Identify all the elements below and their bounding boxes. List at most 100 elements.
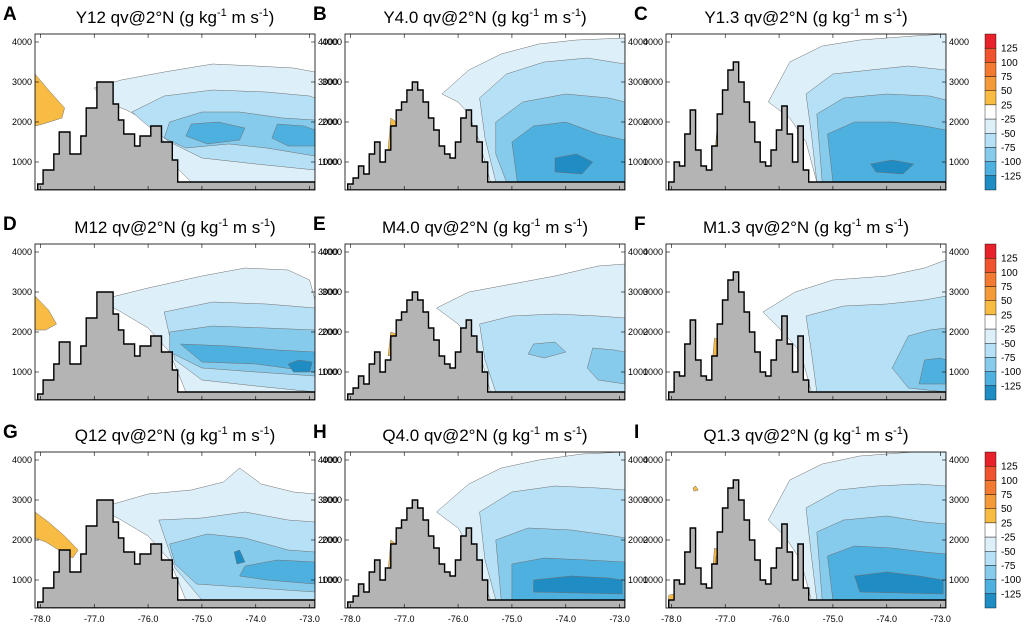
panel-title: M1.3 qv@2°N (g kg-1 m s-1) [703, 217, 909, 237]
colorbar-1: 125 100 75 50 25 -25 -50 -75 -100 -125 [984, 33, 1021, 191]
colorbar-swatch [984, 76, 997, 91]
contour-fill-group [35, 267, 315, 393]
colorbar-tick-label: -50 [1001, 547, 1016, 558]
contour-region-25 [35, 511, 79, 559]
colorbar-swatch [984, 385, 997, 401]
y-tick-label-right: 4000 [318, 455, 338, 465]
y-tick-label: 4000 [12, 455, 32, 465]
contour-region-25 [35, 295, 57, 331]
colorbar-swatch [984, 536, 997, 552]
colorbar-2: 125 100 75 50 25 -25 -50 -75 -100 -125 [984, 243, 1021, 401]
colorbar-swatch [984, 522, 997, 538]
y-tick-label-right: 4000 [318, 37, 338, 47]
y-tick-label: 3000 [643, 287, 663, 297]
y-tick-label: 1000 [322, 157, 342, 167]
colorbar-tick-label: 50 [1001, 504, 1013, 515]
colorbar-swatch [984, 314, 997, 330]
plot-frame [665, 243, 947, 401]
colorbar-tick-label: 125 [1001, 44, 1018, 55]
panel-label: B [313, 4, 327, 25]
panel-label: G [3, 422, 18, 443]
contour-fill-group [711, 259, 946, 393]
contour-fill-group [35, 467, 315, 601]
plot-frame [344, 33, 626, 191]
x-tick-label: -73.0 [930, 614, 951, 624]
y-tick-label-right: 1000 [318, 367, 338, 377]
colorbar-tick-label: 125 [1001, 254, 1018, 265]
terrain-profile [37, 291, 315, 400]
y-tick-label-right: 1000 [628, 575, 648, 585]
contour-region-neg125 [554, 153, 593, 175]
y-tick-label-right: 2000 [318, 535, 338, 545]
y-tick-label: 4000 [643, 247, 663, 257]
colorbar-swatch [984, 508, 997, 524]
y-tick-label-right: 3000 [318, 495, 338, 505]
contour-region-neg125 [533, 575, 623, 595]
colorbar-swatch [984, 286, 997, 301]
plot-frame [665, 451, 947, 609]
panel-label: A [3, 4, 17, 25]
colorbar-swatch [984, 147, 997, 162]
contour-fill-group [668, 452, 946, 601]
y-tick-label: 2000 [12, 117, 32, 127]
y-tick-label: 3000 [643, 77, 663, 87]
y-tick-label: 4000 [322, 37, 342, 47]
panel-title: M12 qv@2°N (g kg-1 m s-1) [74, 217, 275, 237]
plot-frame [344, 243, 626, 401]
y-tick-label-right: 2000 [628, 327, 648, 337]
colorbar-tick-label: 50 [1001, 296, 1013, 307]
y-tick-label-right: 4000 [628, 455, 648, 465]
y-tick-label-right: 1000 [949, 157, 969, 167]
x-tick-label: -77.0 [394, 614, 415, 624]
y-tick-label: 2000 [12, 535, 32, 545]
terrain-profile [37, 499, 315, 608]
colorbar-tick-label: 25 [1001, 310, 1013, 321]
y-tick-label: 2000 [12, 327, 32, 337]
contour-region-25 [668, 593, 675, 601]
y-tick-label-right: 2000 [628, 535, 648, 545]
contour-region-neg125 [233, 549, 246, 565]
y-tick-label: 3000 [322, 495, 342, 505]
colorbar-swatch [984, 343, 997, 358]
terrain-profile [347, 291, 625, 400]
contour-region-neg125 [287, 359, 313, 373]
y-tick-label: 2000 [643, 117, 663, 127]
y-tick-label: 1000 [12, 157, 32, 167]
y-tick-label: 2000 [322, 117, 342, 127]
contour-region-neg100 [239, 559, 315, 585]
panel-a: A Y12 qv@2°N (g kg-1 m s-1) 4000 4000 3000 30… [3, 4, 338, 191]
contour-fill-group [714, 34, 946, 183]
contour-region-neg75 [527, 341, 567, 359]
y-tick-label-right: 3000 [318, 77, 338, 87]
panel-f: F M1.3 qv@2°N (g kg-1 m s-1) 4000 4000 3000 3… [634, 214, 969, 401]
contour-fill-group [387, 37, 625, 183]
contour-region-neg100 [271, 123, 315, 147]
x-tick-label: -73.0 [299, 614, 320, 624]
colorbar-swatch [984, 243, 997, 259]
y-tick-label-right: 4000 [628, 247, 648, 257]
contour-region-neg125 [870, 159, 914, 175]
y-tick-label: 3000 [12, 77, 32, 87]
colorbar-tick-label: 100 [1001, 58, 1018, 69]
x-tick-label: -78.0 [340, 614, 361, 624]
y-tick-label: 3000 [322, 287, 342, 297]
y-tick-label: 1000 [12, 367, 32, 377]
y-tick-label-right: 2000 [318, 117, 338, 127]
y-tick-label: 1000 [643, 575, 663, 585]
colorbar-swatch [984, 371, 997, 387]
colorbar-swatch [984, 593, 997, 609]
colorbar-tick-label: 25 [1001, 100, 1013, 111]
panel-c: C Y1.3 qv@2°N (g kg-1 m s-1) 4000 4000 3000 3… [634, 4, 969, 191]
y-tick-label: 4000 [643, 455, 663, 465]
plot-frame [34, 33, 316, 191]
y-tick-label-right: 2000 [949, 117, 969, 127]
plot-frame [344, 451, 626, 609]
y-tick-label: 4000 [643, 37, 663, 47]
colorbar-swatch [984, 579, 997, 595]
y-tick-label: 1000 [322, 367, 342, 377]
plot-frame [34, 243, 316, 401]
colorbar-swatch [984, 257, 997, 273]
contour-fill-group [35, 63, 315, 183]
